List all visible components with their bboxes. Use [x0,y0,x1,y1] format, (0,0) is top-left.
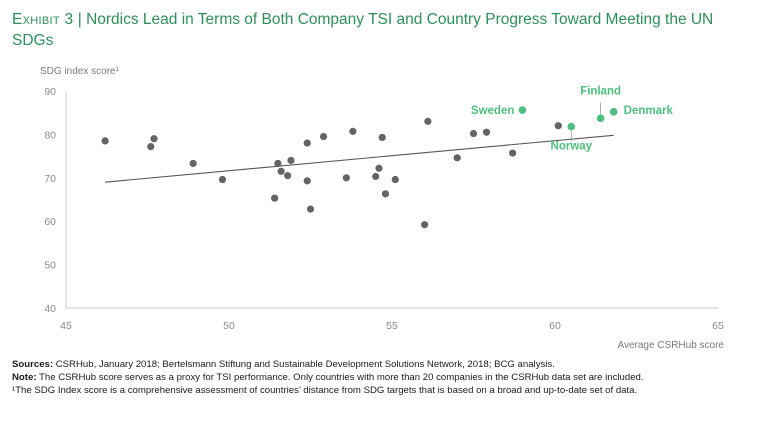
point-label-denmark: Denmark [624,105,674,117]
x-tick-label: 55 [386,320,398,332]
data-point [271,194,279,202]
data-point [372,172,380,181]
title-separator: | [73,11,87,28]
point-label-norway: Norway [551,141,593,153]
y-tick-label: 40 [44,303,56,315]
data-point [303,139,311,147]
data-point [509,149,517,157]
axes [65,91,718,309]
data-point [375,164,383,172]
y-tick-label: 50 [44,260,56,272]
data-point [303,177,311,185]
x-tick-label: 45 [60,320,72,332]
notes-block: Sources: CSRHub, January 2018; Bertelsma… [12,358,760,398]
y-axis-label: SDG index score¹ [40,66,120,77]
x-axis-label: Average CSRHub score [617,340,724,351]
note-line: Note: The CSRHub score serves as a proxy… [12,371,760,384]
note-label: Note: [12,372,37,384]
x-tick-label: 60 [549,320,561,332]
data-point [424,117,432,125]
nordic-data-point [518,106,527,114]
data-point [147,142,155,151]
trendline [105,134,614,183]
data-point [482,128,491,136]
y-tick-label: 90 [44,86,56,98]
y-tick-label: 60 [44,216,56,228]
exhibit-number: Exhibit 3 [12,11,74,28]
data-point [274,159,282,168]
footnote: ¹The SDG Index score is a comprehensive … [12,385,638,397]
x-tick-labels: 45 50 55 60 65 [60,320,724,332]
data-point [342,174,350,182]
data-point [150,135,158,143]
point-label-finland: Finland [580,85,621,97]
sources-label: Sources: [12,359,54,370]
data-point [277,167,285,175]
data-points [101,106,618,229]
y-tick-labels: 90 80 70 60 50 40 [44,86,56,315]
data-point [284,172,292,180]
trendline-group [105,134,614,183]
data-point [554,122,562,130]
y-tick-label: 80 [44,129,56,141]
data-point [319,132,328,141]
nordic-data-point [609,108,618,116]
data-point [349,127,357,135]
x-tick-label: 50 [223,320,235,332]
data-point [469,129,478,138]
nordic-data-point [567,122,576,131]
exhibit-title: Exhibit 3 | Nordics Lead in Terms of Bot… [12,9,752,51]
data-point [218,175,227,184]
data-point [101,137,109,145]
x-tick-label: 65 [712,320,724,332]
data-point [453,154,461,162]
data-point [306,205,315,213]
title-text: Nordics Lead in Terms of Both Company TS… [12,11,714,49]
sources-line: Sources: CSRHub, January 2018; Bertelsma… [12,358,760,371]
data-point [287,156,295,165]
point-label-sweden: Sweden [471,105,514,117]
data-point [378,133,386,142]
sources-text: CSRHub, January 2018; Bertelsmann Stiftu… [55,359,555,370]
data-point [391,175,399,184]
nordic-data-point [596,114,605,123]
note-text: The CSRHub score serves as a proxy for T… [39,372,644,384]
y-tick-label: 70 [44,173,56,185]
data-point [381,190,390,198]
data-point [189,159,197,168]
data-point [421,221,429,229]
